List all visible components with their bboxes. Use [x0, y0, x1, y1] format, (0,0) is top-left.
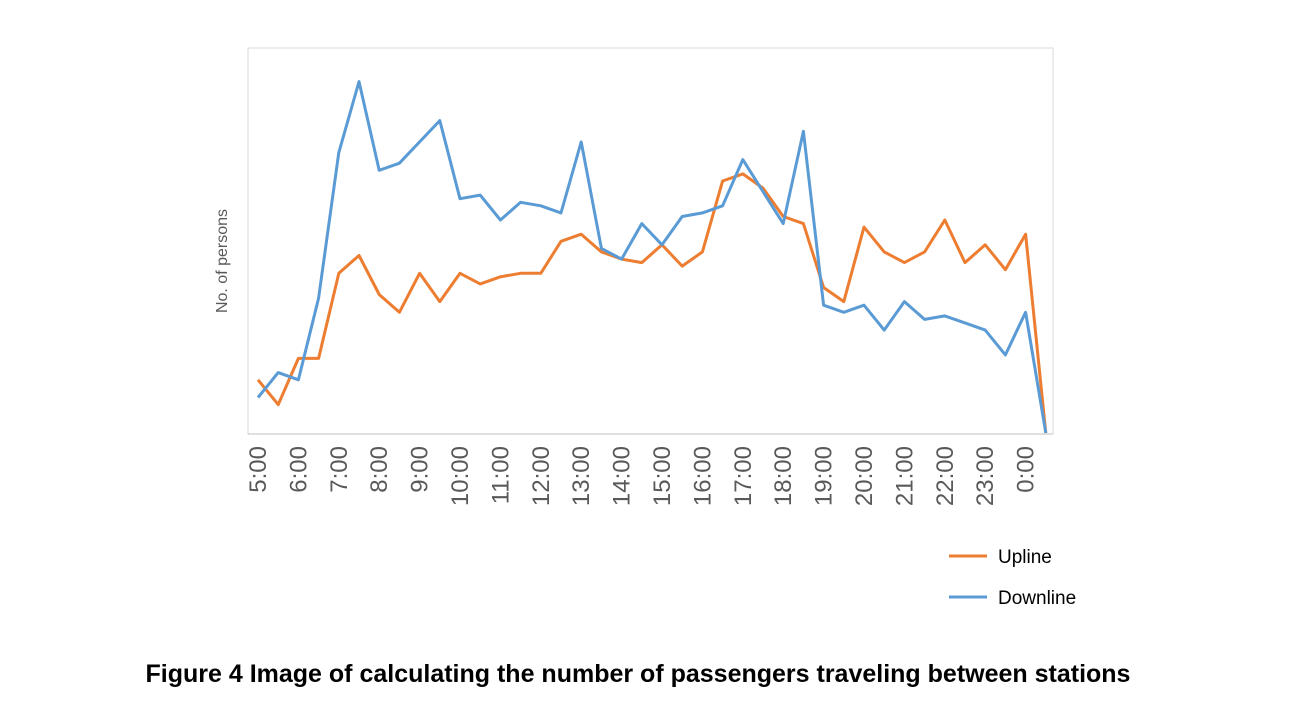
legend-item-upline: Upline [949, 547, 1052, 568]
x-tick-label: 17:00 [730, 446, 757, 506]
x-tick-label: 15:00 [649, 446, 676, 506]
legend: Upline Downline [949, 547, 1076, 609]
x-tick-label: 18:00 [770, 446, 797, 506]
legend-label-downline: Downline [998, 588, 1076, 609]
x-tick-label: 20:00 [851, 446, 878, 506]
series-group [256, 80, 1048, 434]
x-tick-label: 5:00 [245, 446, 272, 493]
x-tick-label: 12:00 [528, 446, 555, 506]
x-tick-label: 6:00 [285, 446, 312, 493]
series-line-downline [256, 80, 1048, 434]
plot-area [247, 47, 1054, 435]
x-tick-label: 0:00 [1013, 446, 1040, 493]
figure-caption: Figure 4 Image of calculating the number… [145, 660, 1131, 688]
legend-label-upline: Upline [998, 547, 1052, 568]
x-tick-label: 21:00 [891, 446, 918, 506]
x-tick-label: 16:00 [689, 446, 716, 506]
x-tick-label: 9:00 [407, 446, 434, 493]
x-tick-label: 11:00 [487, 446, 514, 504]
x-tick-label: 10:00 [447, 446, 474, 506]
x-tick-label: 19:00 [811, 446, 838, 506]
series-line-upline [256, 172, 1048, 434]
x-tick-label: 23:00 [972, 446, 999, 506]
x-tick-label: 22:00 [932, 446, 959, 506]
legend-item-downline: Downline [949, 588, 1076, 609]
x-tick-labels: 5:00 6:00 7:00 8:00 9:00 10:00 11:00 12:00 13:00… [245, 446, 1040, 506]
x-tick-label: 7:00 [326, 446, 353, 493]
x-tick-label: 14:00 [609, 446, 636, 506]
y-axis-label: No. of persons [214, 209, 231, 313]
x-tick-label: 13:00 [568, 446, 595, 506]
x-tick-label: 8:00 [366, 446, 393, 493]
